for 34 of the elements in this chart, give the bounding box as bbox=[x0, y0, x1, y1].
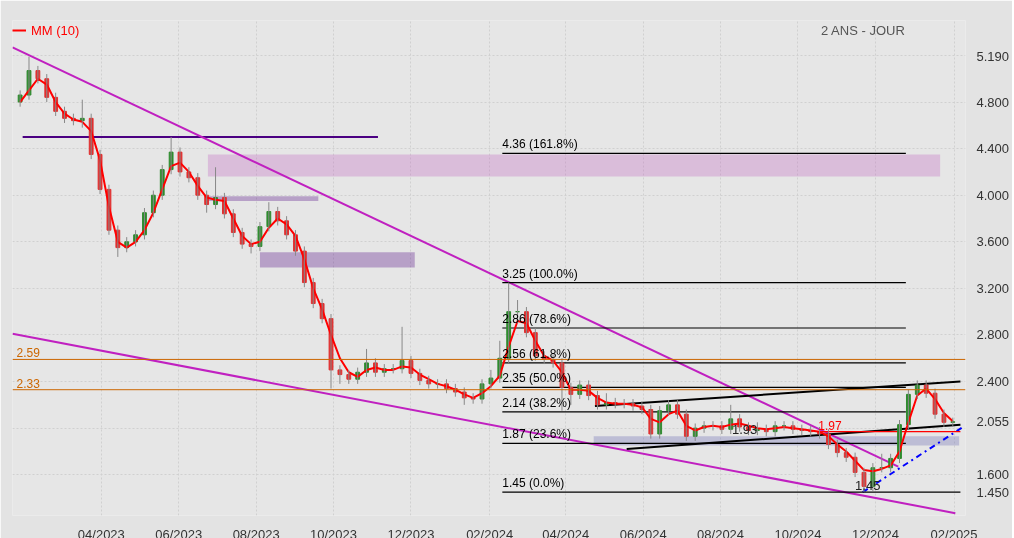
x-tick-label: 02/2024 bbox=[466, 526, 514, 538]
y-tick-label: 2.055 bbox=[976, 414, 1010, 430]
annotation: 1.45 bbox=[855, 478, 881, 494]
series-label: 3.25 (100.0%) bbox=[502, 266, 578, 281]
x-tick-label: 02/2025 bbox=[930, 526, 978, 538]
series-label: 2.14 (38.2%) bbox=[502, 395, 572, 410]
series-label: 1.97 bbox=[818, 418, 842, 433]
y-tick-label: 1.450 bbox=[976, 484, 1010, 500]
y-tick-label: 3.200 bbox=[976, 280, 1010, 296]
x-tick-label: 08/2023 bbox=[232, 526, 280, 538]
x-tick-label: 10/2024 bbox=[774, 526, 822, 538]
series-label: 4.36 (161.8%) bbox=[502, 137, 578, 152]
legend-label: MM (10) bbox=[31, 22, 80, 38]
annotation: 2 ANS - JOUR bbox=[820, 22, 905, 38]
x-tick-label: 12/2024 bbox=[851, 526, 899, 538]
y-tick-label: 5.190 bbox=[976, 49, 1010, 65]
series-label: 1.45 (0.0%) bbox=[502, 476, 565, 491]
x-tick-label: 12/2023 bbox=[387, 526, 435, 538]
ref-line-label: 2.33 bbox=[16, 376, 41, 391]
y-tick-label: 3.600 bbox=[976, 234, 1010, 250]
ref-line-label: 2.59 bbox=[16, 346, 41, 361]
x-tick-label: 06/2024 bbox=[619, 526, 667, 538]
y-tick-label: 4.400 bbox=[976, 141, 1010, 157]
x-tick-label: 08/2024 bbox=[697, 526, 745, 538]
y-tick-label: 4.000 bbox=[976, 187, 1010, 203]
y-tick-label: 1.600 bbox=[976, 467, 1010, 483]
x-tick-label: 10/2023 bbox=[310, 526, 358, 538]
annotation: 1.93 bbox=[732, 422, 758, 438]
x-tick-label: 06/2023 bbox=[155, 526, 203, 538]
y-tick-label: 2.800 bbox=[976, 327, 1010, 343]
y-tick-label: 4.800 bbox=[976, 94, 1010, 110]
x-tick-label: 04/2024 bbox=[542, 526, 590, 538]
x-tick-label: 04/2023 bbox=[77, 526, 125, 538]
y-tick-label: 2.400 bbox=[976, 374, 1010, 390]
